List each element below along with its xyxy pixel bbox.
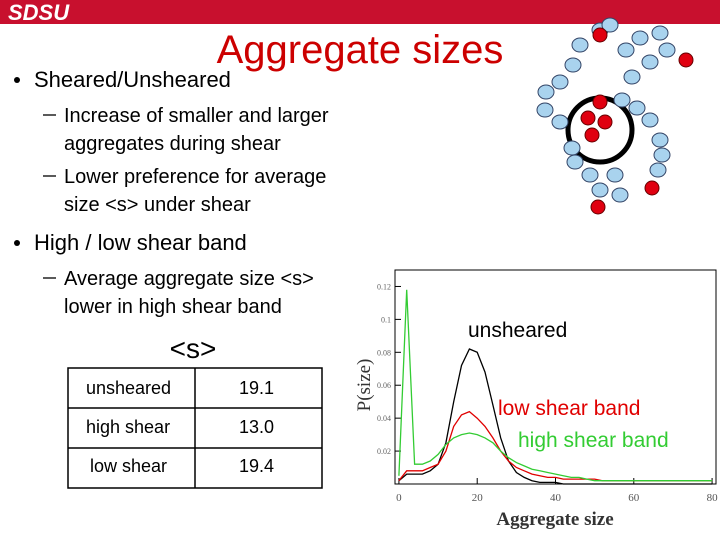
table-cell: unsheared [86,378,171,398]
particle [592,94,608,110]
sub-bullet: Increase of smaller and larger [64,105,329,127]
y-axis-label: P(size) [354,359,375,412]
y-tick-label: 0.08 [377,348,391,357]
x-tick-label: 40 [550,492,562,504]
y-tick-label: 0.12 [377,282,391,291]
legend-label: low shear band [498,397,640,420]
table [67,367,323,489]
x-tick-label: 60 [628,492,640,504]
particle [651,25,669,41]
table-cell: high shear [86,417,170,437]
particle [584,127,600,143]
x-axis-label: Aggregate size [496,509,613,530]
sub-bullet: size <s> under shear [64,194,251,216]
legend-label: unsheared [468,319,567,342]
illustration [536,17,694,215]
slide-title: Aggregate sizes [217,28,504,72]
particle [641,112,659,128]
particle [606,167,624,183]
bullet: High / low shear band [34,230,247,255]
particle [571,37,589,53]
x-tick-label: 80 [707,492,719,504]
logo: SDSU [8,0,70,25]
sub-bullet: Average aggregate size <s> [64,268,314,290]
particle [537,84,555,100]
particle [658,42,676,58]
bullet: Sheared/Unsheared [34,67,231,92]
particle [641,54,659,70]
particle [580,110,596,126]
x-tick-label: 0 [396,492,402,504]
bullet-marker [14,240,20,246]
particle [623,69,641,85]
particle [551,74,569,90]
series-line [398,348,713,485]
particle [649,162,667,178]
particle [592,27,608,43]
particle [628,100,646,116]
header-bar [0,0,720,24]
table-cell: 19.4 [239,456,274,476]
legend-label: high shear band [518,429,669,452]
particle [613,92,631,108]
y-tick-label: 0.04 [377,414,391,423]
particle [551,114,569,130]
particle [536,102,554,118]
particle [678,52,694,68]
particle [631,30,649,46]
table-cell: 19.1 [239,378,274,398]
particle [563,140,581,156]
particle [644,180,660,196]
particle [611,187,629,203]
table-cell: low shear [90,456,167,476]
bullet-marker [14,77,20,83]
x-tick-label: 20 [472,492,484,504]
particle [564,57,582,73]
particle [597,114,613,130]
particle [566,154,584,170]
table-cell: 13.0 [239,417,274,437]
sub-bullet: Lower preference for average [64,166,326,188]
particle [617,42,635,58]
sub-bullet: aggregates during shear [64,133,281,155]
series-line [398,289,713,482]
particle [591,182,609,198]
y-tick-label: 0.02 [377,447,391,456]
sub-bullet: lower in high shear band [64,296,282,318]
particle [590,199,606,215]
particle [581,167,599,183]
y-tick-label: 0.06 [377,381,391,390]
particle [653,147,671,163]
y-tick-label: 0.1 [381,315,391,324]
particle [651,132,669,148]
table-header: <s> [170,333,217,364]
particle [601,17,619,33]
